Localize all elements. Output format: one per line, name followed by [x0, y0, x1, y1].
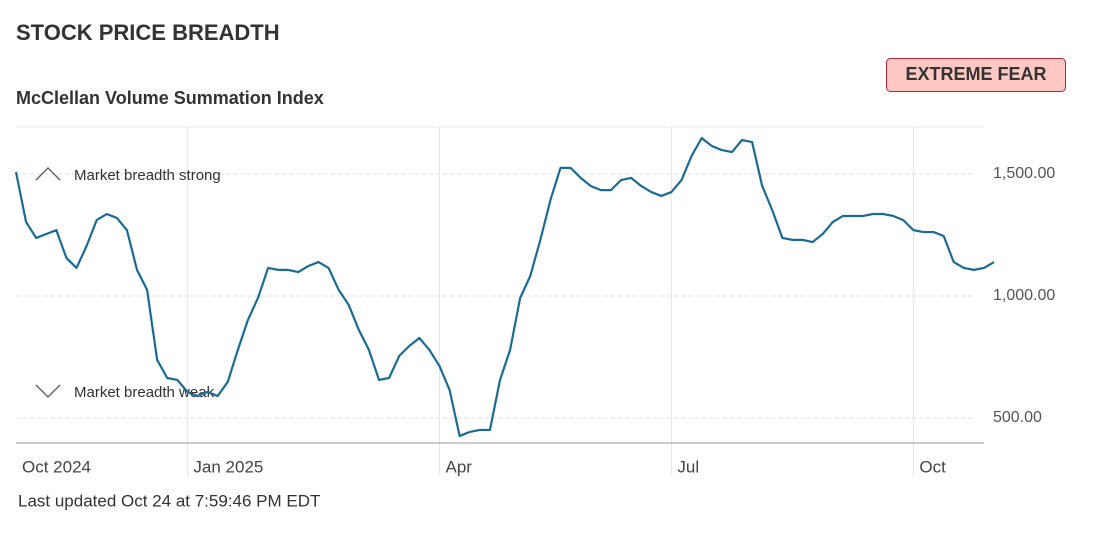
x-tick-label: Jan 2025: [193, 457, 263, 476]
y-tick-label: 1,500.00: [993, 165, 1055, 182]
last-updated: Last updated Oct 24 at 7:59:46 PM EDT: [18, 491, 320, 510]
annotation: Market breadth strong: [74, 167, 221, 184]
rating-badge: [886, 58, 1066, 92]
rating-label: EXTREME FEAR: [905, 64, 1046, 84]
plot-area: [16, 127, 975, 475]
data-line: [14, 137, 995, 438]
y-tick-label: 1,000.00: [993, 287, 1055, 304]
up-chevron: [35, 166, 61, 181]
chart-subtitle: McClellan Volume Summation Index: [16, 88, 324, 108]
annotation: Market breadth weak: [74, 384, 215, 401]
down-chevron: [35, 384, 61, 399]
x-tick-label: Oct: [919, 457, 946, 476]
chart-title: STOCK PRICE BREADTH: [16, 20, 280, 45]
y-tick-label: 500.00: [993, 409, 1042, 426]
x-tick-label: Oct 2024: [22, 457, 91, 476]
x-tick-label: Jul: [677, 457, 699, 476]
x-tick-label: Apr: [446, 457, 473, 476]
